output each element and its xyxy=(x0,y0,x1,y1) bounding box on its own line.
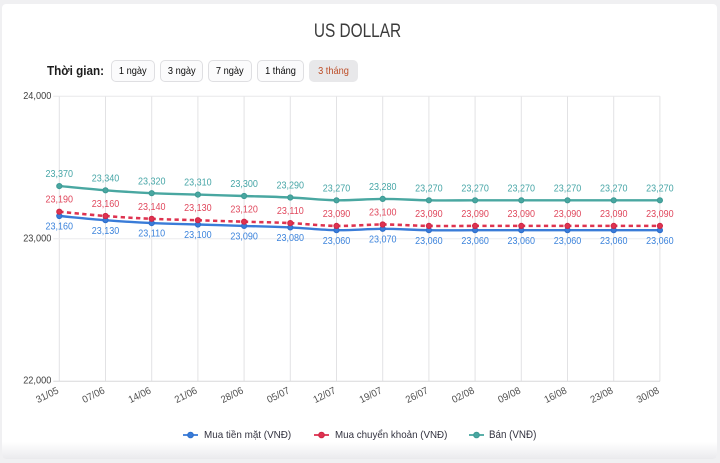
svg-text:23/08: 23/08 xyxy=(589,385,615,406)
svg-text:23,060: 23,060 xyxy=(554,235,581,247)
svg-text:23,190: 23,190 xyxy=(46,194,73,206)
svg-text:23,090: 23,090 xyxy=(554,208,581,220)
svg-text:23,060: 23,060 xyxy=(323,235,350,247)
svg-text:23,090: 23,090 xyxy=(600,208,627,220)
svg-text:26/07: 26/07 xyxy=(404,385,430,406)
svg-text:23,270: 23,270 xyxy=(461,183,488,195)
svg-text:22,000: 22,000 xyxy=(23,375,51,386)
svg-text:23,060: 23,060 xyxy=(646,235,673,247)
svg-text:23,140: 23,140 xyxy=(138,201,165,213)
svg-text:23,060: 23,060 xyxy=(415,235,442,247)
svg-text:23,100: 23,100 xyxy=(369,207,396,219)
svg-text:23,090: 23,090 xyxy=(646,208,673,220)
svg-text:09/08: 09/08 xyxy=(496,385,522,406)
svg-text:23,370: 23,370 xyxy=(46,169,73,181)
svg-text:05/07: 05/07 xyxy=(265,385,291,406)
svg-text:21/06: 21/06 xyxy=(173,385,199,406)
svg-text:23,090: 23,090 xyxy=(415,208,442,220)
svg-text:23,130: 23,130 xyxy=(184,203,211,215)
svg-text:23,000: 23,000 xyxy=(23,233,51,244)
svg-text:23,090: 23,090 xyxy=(323,208,350,220)
svg-text:23,310: 23,310 xyxy=(184,177,211,189)
svg-text:23,120: 23,120 xyxy=(230,204,257,216)
svg-text:23,270: 23,270 xyxy=(508,183,535,195)
svg-text:07/06: 07/06 xyxy=(81,385,107,406)
svg-text:23,290: 23,290 xyxy=(277,180,304,192)
svg-text:24,000: 24,000 xyxy=(23,90,51,101)
svg-text:23,270: 23,270 xyxy=(554,183,581,195)
svg-text:23,090: 23,090 xyxy=(230,231,257,243)
svg-text:23,060: 23,060 xyxy=(461,235,488,247)
svg-text:23,300: 23,300 xyxy=(230,179,257,191)
svg-text:23,070: 23,070 xyxy=(369,234,396,246)
svg-text:23,100: 23,100 xyxy=(184,230,211,242)
svg-text:23,270: 23,270 xyxy=(323,183,350,195)
svg-text:23,110: 23,110 xyxy=(138,228,165,240)
svg-text:19/07: 19/07 xyxy=(358,385,384,406)
svg-text:23,060: 23,060 xyxy=(600,235,627,247)
svg-text:23,270: 23,270 xyxy=(646,183,673,195)
svg-text:14/06: 14/06 xyxy=(127,385,153,406)
svg-text:23,160: 23,160 xyxy=(46,221,73,233)
svg-text:23,320: 23,320 xyxy=(138,176,165,188)
svg-text:23,060: 23,060 xyxy=(508,235,535,247)
svg-text:16/08: 16/08 xyxy=(543,385,569,406)
svg-text:28/06: 28/06 xyxy=(219,385,245,406)
svg-text:23,160: 23,160 xyxy=(92,199,119,211)
svg-text:23,080: 23,080 xyxy=(277,233,304,245)
svg-text:23,130: 23,130 xyxy=(92,225,119,237)
svg-text:23,340: 23,340 xyxy=(92,173,119,185)
svg-text:23,110: 23,110 xyxy=(277,206,304,218)
svg-text:30/08: 30/08 xyxy=(635,385,661,406)
svg-text:23,090: 23,090 xyxy=(508,208,535,220)
svg-text:23,270: 23,270 xyxy=(600,183,627,195)
svg-text:23,270: 23,270 xyxy=(415,183,442,195)
svg-text:23,090: 23,090 xyxy=(461,208,488,220)
svg-text:31/05: 31/05 xyxy=(34,385,61,406)
svg-text:02/08: 02/08 xyxy=(450,385,476,406)
svg-text:12/07: 12/07 xyxy=(312,385,338,406)
svg-text:23,280: 23,280 xyxy=(369,182,396,194)
